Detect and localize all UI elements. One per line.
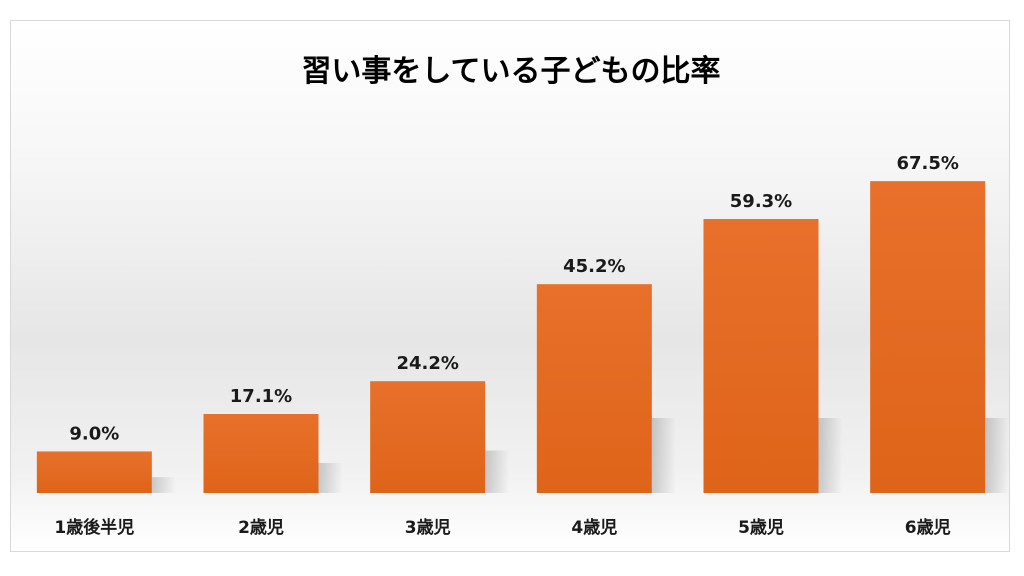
- data-label-1: 9.0%: [69, 423, 119, 444]
- chart-title: 習い事をしている子どもの比率: [301, 54, 720, 89]
- x-tick-labels-group: 1歳後半児 2歳児 3歳児 4歳児 5歳児 6歳児: [54, 517, 950, 538]
- bar-shadow: [151, 477, 176, 493]
- bar-shadow: [485, 450, 510, 493]
- data-label-3: 24.2%: [396, 353, 458, 374]
- x-tick-label-5: 5歳児: [738, 517, 784, 538]
- bar-5: [703, 219, 819, 493]
- bar-shadow: [651, 418, 676, 493]
- bar-shadows: [151, 418, 1010, 493]
- x-tick-label-2: 2歳児: [238, 517, 284, 538]
- data-label-4: 45.2%: [563, 256, 625, 277]
- bar-4: [536, 284, 652, 493]
- bar-chart: 習い事をしている子どもの比率 9.0% 17.1% 24.2% 45.2% 59.3% 6…: [36, 54, 1010, 538]
- x-tick-label-1: 1歳後半児: [54, 517, 134, 538]
- x-tick-label-4: 4歳児: [571, 517, 617, 538]
- bar-3: [370, 381, 486, 493]
- data-label-6: 67.5%: [896, 153, 958, 174]
- bar-6: [870, 181, 986, 493]
- x-tick-label-6: 6歳児: [905, 517, 951, 538]
- bars-group: [36, 181, 986, 493]
- x-tick-label-3: 3歳児: [405, 517, 451, 538]
- bar-shadow: [818, 418, 843, 493]
- chart-frame: 習い事をしている子どもの比率 9.0% 17.1% 24.2% 45.2% 59.3% 6…: [10, 20, 1010, 552]
- bar-2: [203, 413, 319, 493]
- data-label-5: 59.3%: [730, 191, 792, 212]
- bar-shadow: [318, 462, 343, 493]
- data-label-2: 17.1%: [230, 386, 292, 407]
- data-labels-group: 9.0% 17.1% 24.2% 45.2% 59.3% 67.5%: [69, 153, 959, 444]
- bar-shadow: [985, 418, 1010, 493]
- bar-1: [36, 451, 152, 493]
